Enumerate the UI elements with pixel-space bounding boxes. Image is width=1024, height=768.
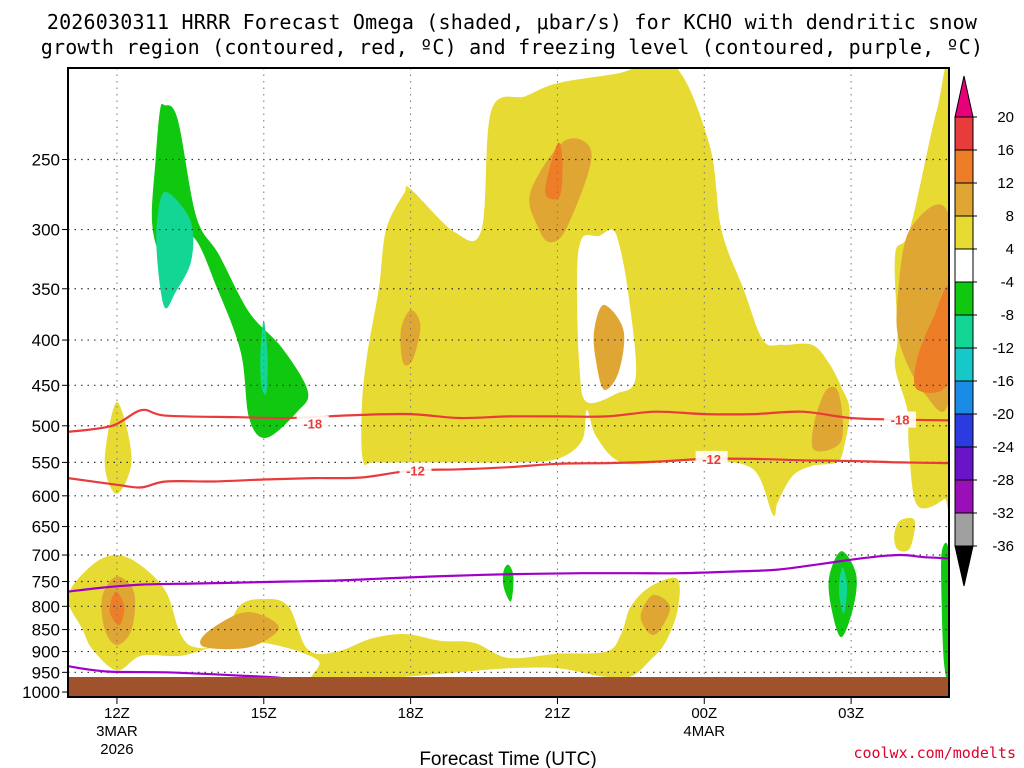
- y-tick-600: 600: [32, 487, 60, 506]
- omega-region-red-a: [545, 142, 563, 200]
- colorbar-label-4: 4: [1006, 241, 1014, 258]
- isotherm-minus-18-label-bg-0: [296, 415, 329, 432]
- y-tick-800: 800: [32, 597, 60, 616]
- isotherm-minus-18-label-0: -18: [303, 416, 322, 431]
- colorbar-label-7: -12: [992, 340, 1014, 357]
- x-tick-date-00Z: 4MAR: [683, 723, 725, 740]
- omega-region-green-edge: [941, 542, 949, 681]
- omega-region-yellow-lower: [68, 554, 680, 682]
- colorbar-label-11: -28: [992, 472, 1014, 489]
- omega-region-yellow-small: [894, 517, 916, 552]
- isotherm-minus-12-label-0: -12: [406, 464, 425, 479]
- omega-region-orange-d: [811, 386, 844, 452]
- colorbar-swatch-5: [954, 248, 974, 283]
- isotherm-minus-12-line: [68, 457, 949, 489]
- ground-surface: [68, 677, 949, 697]
- colorbar-swatch-7: [954, 314, 974, 349]
- isotherm-minus-18-line: [68, 408, 949, 433]
- colorbar-swatch-9: [954, 380, 974, 415]
- y-tick-350: 350: [32, 280, 60, 299]
- omega-region-teal-mid: [838, 567, 848, 614]
- omega-region-orange-b: [400, 310, 421, 366]
- x-tick-21Z: 21Z: [545, 705, 571, 722]
- colorbar-label-2: 12: [997, 175, 1014, 192]
- colorbar-swatch-10: [954, 413, 974, 448]
- x-tick-year-12Z: 2026: [100, 741, 133, 758]
- colorbar-label-1: 16: [997, 142, 1014, 159]
- isotherm-minus-18-label-bg-1: [884, 411, 917, 428]
- y-tick-1000: 1000: [22, 683, 60, 702]
- colorbar-label-13: -36: [992, 538, 1014, 555]
- plot-frame: [67, 67, 950, 698]
- contour-lines: -18 -18 -12 -12: [68, 408, 949, 696]
- omega-region-orange-lower-b: [200, 612, 279, 650]
- isotherm-minus-12-label-bg-0: [399, 462, 432, 479]
- omega-region-orange-deep-e: [914, 286, 949, 393]
- y-tick-900: 900: [32, 643, 60, 662]
- x-tick-18Z: 18Z: [398, 705, 424, 722]
- gridlines: [68, 68, 949, 697]
- y-tick-700: 700: [32, 546, 60, 565]
- colorbar-bottom-arrow: [954, 545, 974, 587]
- y-tick-850: 850: [32, 621, 60, 640]
- y-tick-950: 950: [32, 663, 60, 682]
- colorbar-label-5: -4: [1001, 274, 1014, 291]
- colorbar-legend: 20 16 12 8 4 -4 -8 -12 -16 -20 -24 -28 -32 -36: [954, 75, 1014, 587]
- y-tick-250: 250: [32, 151, 60, 170]
- x-tick-00Z: 00Z: [691, 705, 717, 722]
- y-tick-750: 750: [32, 573, 60, 592]
- colorbar-label-12: -32: [992, 505, 1014, 522]
- credit-text: coolwx.com/modelts: [853, 744, 1016, 762]
- chart-title-line-1: 2026030311 HRRR Forecast Omega (shaded, …: [46, 10, 978, 34]
- omega-region-teal-upper-a: [156, 191, 194, 309]
- x-tick-15Z: 15Z: [251, 705, 277, 722]
- colorbar-label-9: -20: [992, 406, 1014, 423]
- colorbar-label-6: -8: [1001, 307, 1014, 324]
- chart-title-line-2: growth region (contoured, red, ºC) and f…: [40, 35, 984, 59]
- omega-region-green-upper: [151, 103, 309, 438]
- colorbar-swatch-12: [954, 479, 974, 514]
- colorbar-label-10: -24: [992, 439, 1014, 456]
- colorbar-swatch-13: [954, 512, 974, 547]
- x-tick-date-12Z: 3MAR: [96, 723, 138, 740]
- omega-region-teal-upper-b: [260, 320, 268, 396]
- omega-shading: [68, 68, 949, 682]
- isotherm-minus-12-label-1: -12: [702, 452, 721, 467]
- y-axis-pressure: 250 300 350 400 450 500 550 600 650 700 750 800 850 9…: [22, 151, 68, 702]
- isotherm-minus-18-label-1: -18: [891, 413, 910, 428]
- x-tick-12Z: 12Z: [104, 705, 130, 722]
- colorbar-swatch-11: [954, 446, 974, 481]
- freezing-level-line: [68, 553, 949, 593]
- colorbar-label-8: -16: [992, 373, 1014, 390]
- colorbar-swatch-6: [954, 281, 974, 316]
- omega-region-orange-lower-c: [640, 594, 671, 636]
- y-tick-550: 550: [32, 453, 60, 472]
- colorbar-swatch-3: [954, 182, 974, 217]
- colorbar-swatch-2: [954, 149, 974, 184]
- colorbar-swatch-8: [954, 347, 974, 382]
- colorbar-swatch-1: [954, 116, 974, 151]
- y-tick-450: 450: [32, 376, 60, 395]
- y-tick-650: 650: [32, 518, 60, 537]
- colorbar-label-0: 20: [997, 109, 1014, 126]
- colorbar-top-arrow: [954, 75, 974, 118]
- omega-region-orange-c: [593, 304, 625, 390]
- colorbar-label-3: 8: [1006, 208, 1014, 225]
- omega-region-yellow-hump: [504, 358, 553, 452]
- x-tick-03Z: 03Z: [838, 705, 864, 722]
- y-tick-500: 500: [32, 417, 60, 436]
- colorbar-swatch-4: [954, 215, 974, 250]
- y-tick-400: 400: [32, 331, 60, 350]
- x-axis-label: Forecast Time (UTC): [419, 749, 596, 768]
- y-tick-300: 300: [32, 221, 60, 240]
- isotherm-minus-12-label-bg-1: [695, 450, 728, 467]
